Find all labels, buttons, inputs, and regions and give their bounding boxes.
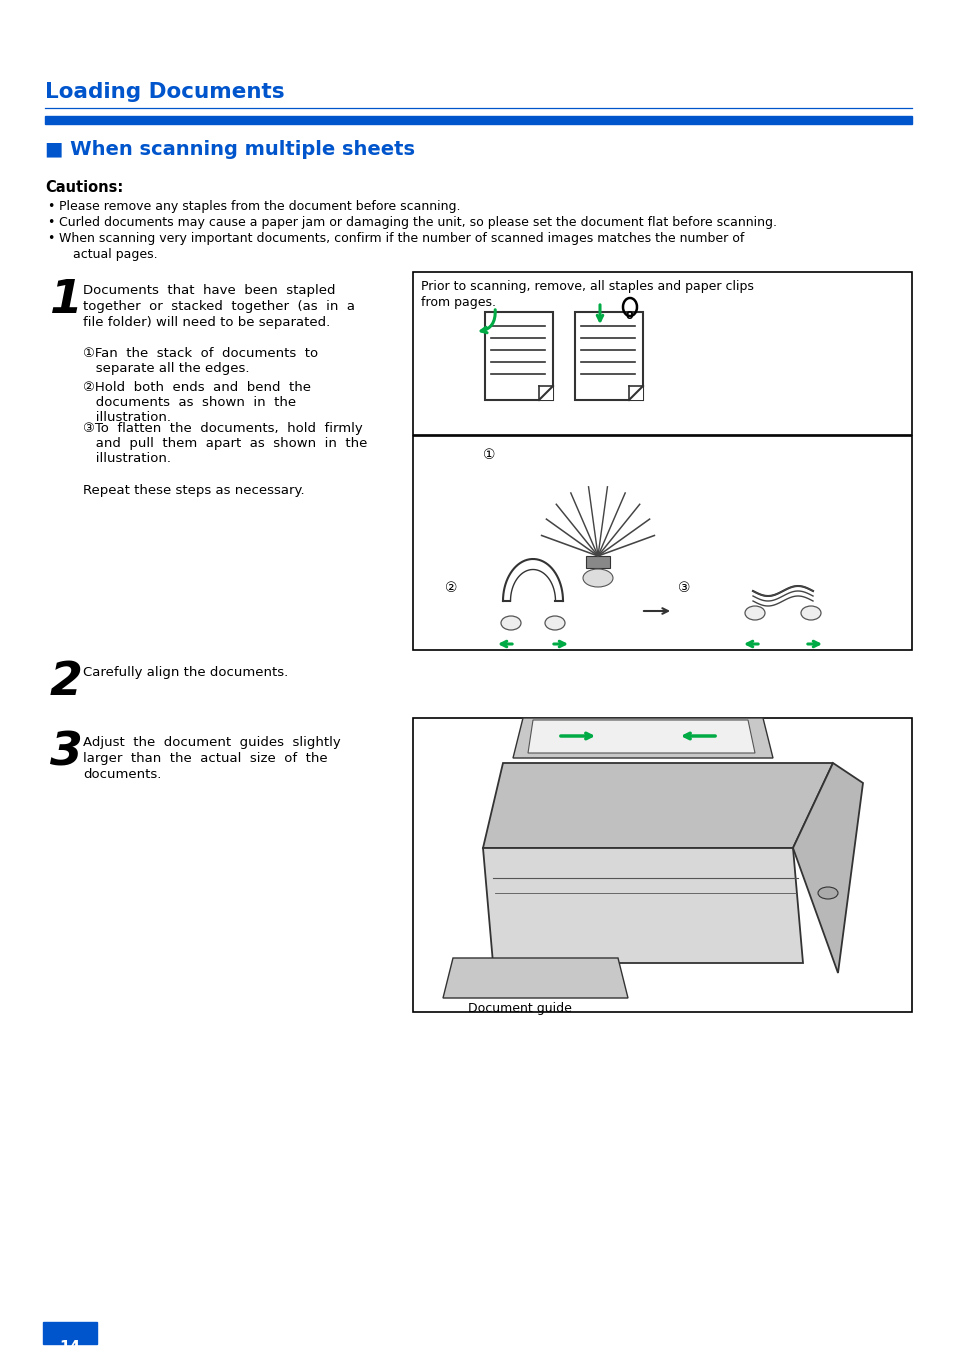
Text: Repeat these steps as necessary.: Repeat these steps as necessary. (83, 484, 304, 497)
Text: •: • (47, 200, 54, 213)
Polygon shape (527, 720, 754, 753)
Text: and  pull  them  apart  as  shown  in  the: and pull them apart as shown in the (83, 436, 367, 450)
Text: ②Hold  both  ends  and  bend  the: ②Hold both ends and bend the (83, 381, 311, 394)
Text: Document guide: Document guide (468, 1002, 571, 1015)
Text: file folder) will need to be separated.: file folder) will need to be separated. (83, 316, 330, 330)
Text: actual pages.: actual pages. (73, 249, 157, 261)
Text: together  or  stacked  together  (as  in  a: together or stacked together (as in a (83, 300, 355, 313)
Text: from pages.: from pages. (420, 296, 496, 309)
Text: 3: 3 (50, 730, 83, 775)
Ellipse shape (801, 607, 821, 620)
Text: Adjust  the  document  guides  slightly: Adjust the document guides slightly (83, 736, 340, 748)
Text: Prior to scanning, remove, all staples and paper clips: Prior to scanning, remove, all staples a… (420, 280, 753, 293)
Text: documents.: documents. (83, 767, 161, 781)
Bar (484, 312, 553, 400)
Ellipse shape (544, 616, 564, 630)
Text: •: • (47, 216, 54, 230)
Text: Please remove any staples from the document before scanning.: Please remove any staples from the docum… (59, 200, 460, 213)
Ellipse shape (817, 888, 837, 898)
Text: 2: 2 (50, 661, 83, 705)
Text: illustration.: illustration. (83, 411, 171, 424)
Text: 1: 1 (50, 278, 83, 323)
Polygon shape (513, 717, 772, 758)
Text: documents  as  shown  in  the: documents as shown in the (83, 396, 295, 409)
Text: illustration.: illustration. (83, 453, 171, 465)
Text: 0: 0 (625, 311, 633, 322)
Text: separate all the edges.: separate all the edges. (83, 362, 250, 376)
Polygon shape (792, 763, 862, 973)
Text: ③: ③ (678, 581, 690, 594)
Bar (413, 717, 911, 1012)
Text: •: • (47, 232, 54, 245)
Text: ③To  flatten  the  documents,  hold  firmly: ③To flatten the documents, hold firmly (83, 422, 362, 435)
Polygon shape (482, 763, 832, 848)
Bar (575, 312, 642, 400)
Text: ■ When scanning multiple sheets: ■ When scanning multiple sheets (45, 141, 415, 159)
Text: ②: ② (444, 581, 457, 594)
Bar (413, 436, 911, 650)
Polygon shape (482, 848, 802, 963)
Text: 14: 14 (59, 1340, 80, 1351)
Text: Loading Documents: Loading Documents (45, 82, 284, 101)
Text: Carefully align the documents.: Carefully align the documents. (83, 666, 288, 680)
Ellipse shape (500, 616, 520, 630)
Text: ①: ① (482, 449, 495, 462)
Text: Documents  that  have  been  stapled: Documents that have been stapled (83, 284, 335, 297)
Text: larger  than  the  actual  size  of  the: larger than the actual size of the (83, 753, 327, 765)
Polygon shape (538, 386, 553, 400)
Polygon shape (628, 386, 642, 400)
Text: When scanning very important documents, confirm if the number of scanned images : When scanning very important documents, … (59, 232, 743, 245)
Text: Curled documents may cause a paper jam or damaging the unit, so please set the d: Curled documents may cause a paper jam o… (59, 216, 776, 230)
Bar (45, 116, 911, 124)
Bar (413, 272, 911, 435)
Bar (43, 1323, 97, 1344)
Polygon shape (442, 958, 627, 998)
Text: Cautions:: Cautions: (45, 180, 123, 195)
Text: ①Fan  the  stack  of  documents  to: ①Fan the stack of documents to (83, 347, 317, 359)
Ellipse shape (744, 607, 764, 620)
Ellipse shape (582, 569, 613, 586)
Bar (585, 557, 609, 567)
